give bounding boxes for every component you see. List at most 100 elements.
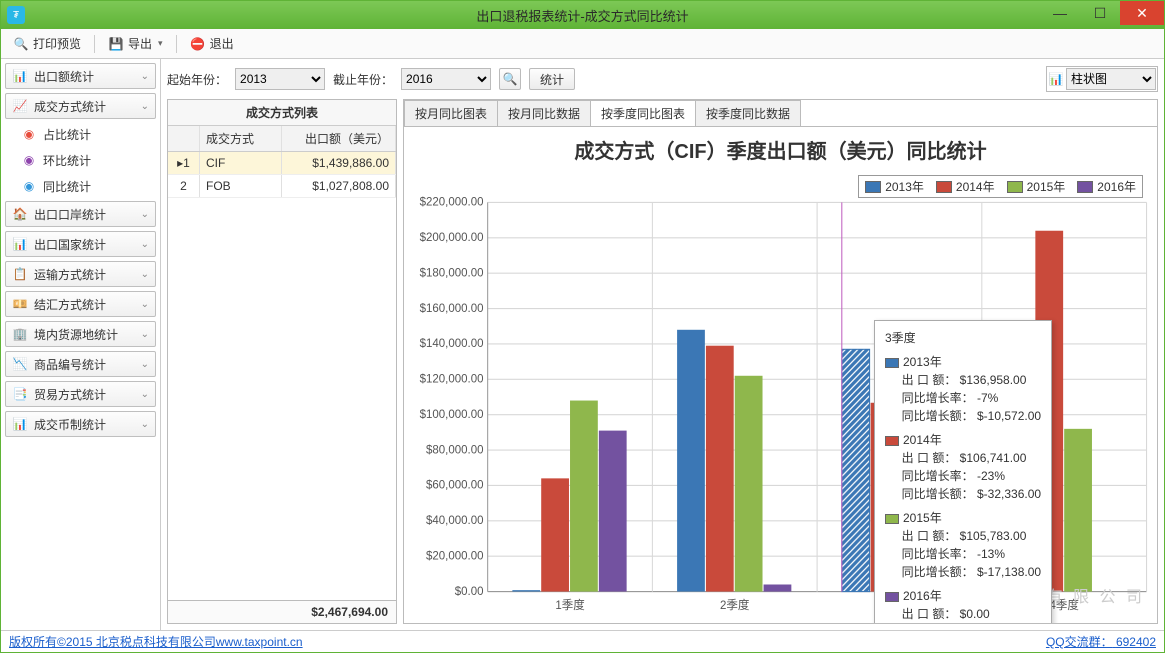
sidebar-sublabel: 占比统计	[43, 126, 91, 143]
chart-tab[interactable]: 按月同比数据	[497, 100, 591, 126]
dot-icon: ◉	[21, 178, 37, 194]
svg-text:$180,000.00: $180,000.00	[420, 266, 484, 279]
magnifier-icon: 🔍	[13, 36, 29, 52]
status-bar: 版权所有©2015 北京税点科技有限公司www.taxpoint.cn QQ交流…	[1, 630, 1164, 652]
chevron-down-icon: ⌄	[141, 389, 149, 400]
chart-type-select[interactable]: 柱状图	[1066, 68, 1156, 90]
title-bar: ₮ 出口退税报表统计-成交方式同比统计 — ☐ ✕	[1, 1, 1164, 29]
chart-type-selector[interactable]: 📊 柱状图	[1046, 66, 1158, 92]
chart-area: 成交方式（CIF）季度出口额（美元）同比统计 2013年2014年2015年20…	[404, 126, 1157, 623]
chart-tab[interactable]: 按季度同比图表	[590, 100, 696, 126]
svg-text:$160,000.00: $160,000.00	[420, 302, 484, 315]
svg-text:$80,000.00: $80,000.00	[426, 443, 484, 456]
sidebar-label: 结汇方式统计	[34, 296, 106, 313]
sidebar-label: 出口额统计	[34, 68, 94, 85]
main-area: 起始年份： 2013 截止年份： 2016 🔍 统计 📊 柱状图 成交方式列表 …	[161, 59, 1164, 630]
sidebar-label: 成交币制统计	[34, 416, 106, 433]
svg-text:$220,000.00: $220,000.00	[420, 196, 484, 209]
sidebar-icon: 📉	[12, 356, 28, 372]
main-toolbar: 🔍 打印预览 💾 导出 ▾ ⛔ 退出	[1, 29, 1164, 59]
sidebar-icon: 💴	[12, 296, 28, 312]
chart-tab[interactable]: 按季度同比数据	[695, 100, 801, 126]
qq-group[interactable]: QQ交流群： 692402	[1046, 633, 1156, 650]
svg-text:$200,000.00: $200,000.00	[420, 231, 484, 244]
stat-button[interactable]: 统计	[529, 68, 575, 90]
copyright-link[interactable]: 版权所有©2015 北京税点科技有限公司www.taxpoint.cn	[9, 633, 303, 650]
chart-tabs: 按月同比图表按月同比数据按季度同比图表按季度同比数据	[404, 100, 1157, 126]
col-method-header: 成交方式	[200, 126, 282, 151]
chart-panel: 按月同比图表按月同比数据按季度同比图表按季度同比数据 成交方式（CIF）季度出口…	[403, 99, 1158, 624]
sidebar-icon: 📑	[12, 386, 28, 402]
sidebar-icon: 🏠	[12, 206, 28, 222]
sidebar-label: 境内货源地统计	[34, 326, 118, 343]
sidebar-item[interactable]: 🏢境内货源地统计⌄	[5, 321, 156, 347]
chevron-down-icon: ⌄	[141, 101, 149, 112]
svg-text:$120,000.00: $120,000.00	[420, 372, 484, 385]
table-row[interactable]: ▸1CIF$1,439,886.00	[168, 152, 396, 175]
chevron-down-icon: ▾	[158, 38, 163, 49]
end-year-label: 截止年份：	[333, 71, 393, 88]
sidebar-subitem[interactable]: ◉环比统计	[5, 149, 156, 171]
sidebar-item[interactable]: 💴 结汇方式统计 ⌄	[5, 291, 156, 317]
export-button[interactable]: 💾 导出 ▾	[102, 33, 169, 54]
bar-chart-icon: 📊	[1048, 71, 1064, 87]
sidebar-icon: 📊	[12, 416, 28, 432]
svg-text:2季度: 2季度	[720, 598, 750, 612]
sidebar-label: 出口口岸统计	[34, 206, 106, 223]
sidebar-item[interactable]: 📑贸易方式统计⌄	[5, 381, 156, 407]
method-table-title: 成交方式列表	[168, 100, 396, 126]
sidebar-item[interactable]: 📈成交方式统计⌄	[5, 93, 156, 119]
print-preview-button[interactable]: 🔍 打印预览	[7, 33, 87, 54]
sidebar-item[interactable]: 📋 运输方式统计 ⌄	[5, 261, 156, 287]
method-table: 成交方式列表 成交方式 出口额（美元） ▸1CIF$1,439,886.002F…	[167, 99, 397, 624]
chevron-down-icon: ⌄	[141, 329, 149, 340]
sidebar: 📊出口额统计⌄📈成交方式统计⌄◉占比统计◉环比统计◉同比统计🏠出口口岸统计⌄📊出…	[1, 59, 161, 630]
svg-text:$20,000.00: $20,000.00	[426, 549, 484, 562]
close-button[interactable]: ✕	[1120, 1, 1164, 25]
chevron-down-icon: ⌄	[141, 269, 149, 280]
window-title: 出口退税报表统计-成交方式同比统计	[476, 6, 688, 25]
dot-icon: ◉	[21, 126, 37, 142]
sidebar-label: 运输方式统计	[34, 266, 106, 283]
chart-tooltip: 3季度2013年 出 口 额： $136,958.00 同比增长率： -7% 同…	[874, 320, 1052, 623]
legend-item: 2015年	[1007, 178, 1066, 195]
chart-legend: 2013年2014年2015年2016年	[858, 175, 1143, 198]
legend-item: 2016年	[1077, 178, 1136, 195]
sidebar-subitem[interactable]: ◉ 占比统计	[5, 123, 156, 145]
maximize-button[interactable]: ☐	[1080, 1, 1120, 25]
sidebar-item[interactable]: 📊出口国家统计⌄	[5, 231, 156, 257]
sidebar-subitem[interactable]: ◉ 同比统计	[5, 175, 156, 197]
col-amount-header: 出口额（美元）	[282, 126, 396, 151]
body-area: 📊出口额统计⌄📈成交方式统计⌄◉占比统计◉环比统计◉同比统计🏠出口口岸统计⌄📊出…	[1, 59, 1164, 630]
sidebar-icon: 📊	[12, 236, 28, 252]
chevron-down-icon: ⌄	[141, 359, 149, 370]
sidebar-item[interactable]: 🏠 出口口岸统计 ⌄	[5, 201, 156, 227]
table-total: $2,467,694.00	[168, 600, 396, 623]
content-row: 成交方式列表 成交方式 出口额（美元） ▸1CIF$1,439,886.002F…	[167, 99, 1158, 624]
chart-tab[interactable]: 按月同比图表	[404, 100, 498, 126]
filter-bar: 起始年份： 2013 截止年份： 2016 🔍 统计 📊 柱状图	[167, 65, 1158, 93]
window-controls: — ☐ ✕	[1040, 1, 1164, 29]
exit-icon: ⛔	[190, 36, 206, 52]
end-year-select[interactable]: 2016	[401, 68, 491, 90]
table-row[interactable]: 2FOB$1,027,808.00	[168, 175, 396, 198]
chevron-down-icon: ⌄	[141, 209, 149, 220]
search-icon-button[interactable]: 🔍	[499, 68, 521, 90]
sidebar-icon: 📋	[12, 266, 28, 282]
sidebar-label: 商品编号统计	[34, 356, 106, 373]
svg-text:$60,000.00: $60,000.00	[426, 479, 484, 492]
legend-item: 2014年	[936, 178, 995, 195]
chevron-down-icon: ⌄	[141, 299, 149, 310]
sidebar-item[interactable]: 📊出口额统计⌄	[5, 63, 156, 89]
sidebar-icon: 📊	[12, 68, 28, 84]
minimize-button[interactable]: —	[1040, 1, 1080, 25]
svg-text:1季度: 1季度	[555, 598, 585, 612]
start-year-select[interactable]: 2013	[235, 68, 325, 90]
sidebar-sublabel: 同比统计	[43, 178, 91, 195]
svg-text:4季度: 4季度	[1049, 598, 1079, 612]
print-preview-label: 打印预览	[33, 35, 81, 52]
exit-button[interactable]: ⛔ 退出	[184, 33, 240, 54]
sidebar-item[interactable]: 📉 商品编号统计 ⌄	[5, 351, 156, 377]
export-label: 导出	[128, 35, 152, 52]
sidebar-item[interactable]: 📊成交币制统计⌄	[5, 411, 156, 437]
